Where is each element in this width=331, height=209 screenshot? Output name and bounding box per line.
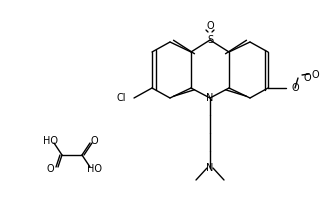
Text: Cl: Cl (117, 93, 126, 103)
Text: N: N (206, 163, 214, 173)
Text: S: S (207, 35, 213, 45)
Text: O: O (291, 83, 299, 93)
Text: O: O (304, 73, 311, 83)
Text: HO: HO (42, 136, 58, 146)
Text: O: O (206, 21, 214, 31)
Text: HO: HO (86, 164, 102, 174)
Text: N: N (206, 93, 214, 103)
Text: O: O (311, 70, 319, 80)
Text: O: O (90, 136, 98, 146)
Text: O: O (46, 164, 54, 174)
